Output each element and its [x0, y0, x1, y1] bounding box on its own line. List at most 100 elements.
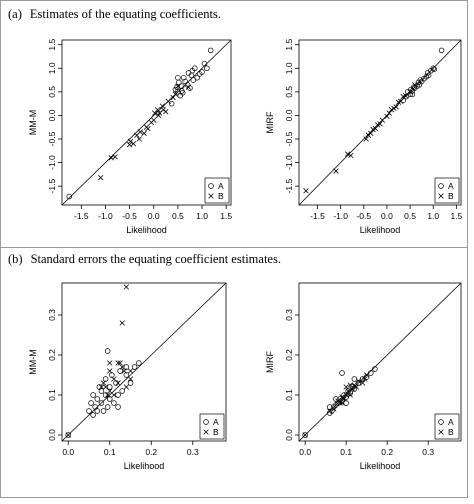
b-left-point-b	[104, 392, 111, 398]
a-left-y-tick-label: -1.0	[47, 155, 57, 170]
a-right-y-tick-label: 0.5	[284, 86, 294, 98]
a-left-point-a	[180, 74, 187, 81]
a-right-point-b	[303, 188, 309, 194]
b-left-point-b	[123, 384, 130, 390]
b-right-point-b	[345, 388, 351, 394]
caption-a-text: Estimates of the equating coefficients.	[29, 7, 221, 21]
b-right-point-a	[302, 432, 308, 438]
a-left-y-tick-label: 1.5	[47, 39, 57, 51]
b-right-point-b	[353, 384, 360, 390]
a-right-x-tick-label: -1.0	[333, 211, 348, 221]
a-right-y-axis-label: MIRF	[265, 111, 275, 133]
b-right-point-b	[302, 432, 308, 438]
a-right-point-b	[377, 121, 383, 127]
b-left-point-a	[65, 432, 71, 438]
a-right-point-a	[411, 84, 417, 90]
b-right-legend-label-b: B	[448, 427, 454, 437]
b-left-point-a	[104, 348, 111, 354]
a-left-x-tick-label: 0.5	[172, 211, 184, 221]
a-right-point-a	[438, 47, 445, 54]
a-left-x-tick-label: -0.5	[122, 211, 137, 221]
b-right-x-tick-label: 0.2	[381, 447, 393, 457]
b-right-legend-label-a: A	[448, 417, 454, 427]
b-left-y-tick-label: 0.0	[47, 429, 57, 441]
a-left-legend-label-b: B	[218, 191, 224, 201]
a-left-x-tick-label: -1.0	[98, 211, 113, 221]
b-left-y-tick-label: 0.2	[47, 349, 57, 361]
a-left-y-axis-label: MM-M	[28, 110, 38, 136]
a-left-point-b	[170, 94, 176, 101]
b-left-point-a	[106, 384, 113, 390]
a-left-x-tick-label: 1.5	[220, 211, 232, 221]
a-right-x-tick-label: 0.0	[381, 211, 393, 221]
a-right-point-b	[333, 168, 339, 174]
a-left-point-a	[66, 193, 72, 200]
b-right-point-a	[339, 370, 345, 376]
b-left-legend-box	[199, 413, 225, 440]
a-right-legend-marker-b	[438, 193, 444, 199]
b-right-point-b	[363, 372, 370, 378]
a-left-x-tick-label: 1.0	[196, 211, 208, 221]
b-left-legend-marker-b	[203, 429, 209, 435]
a-left-point-b	[151, 117, 157, 123]
b-left-x-tick-label: 0.2	[145, 447, 157, 457]
a-right-point-b	[379, 117, 385, 123]
b-right-point-b	[355, 378, 362, 384]
a-left-x-tick-label: -1.5	[74, 211, 89, 221]
b-left-point-b	[65, 432, 71, 438]
b-left-point-b	[111, 376, 117, 382]
a-left-point-b	[126, 141, 133, 148]
b-right-y-axis-label: MIRF	[265, 351, 275, 373]
b-left-point-b	[119, 320, 125, 326]
a-left-point-b	[141, 130, 147, 137]
b-left-point-b	[102, 384, 109, 390]
a-right-legend-label-a: A	[448, 181, 454, 191]
a-right-point-b	[402, 92, 409, 99]
a-left-plot-border	[61, 39, 232, 206]
b-left-point-b	[107, 388, 113, 394]
a-right-point-b	[386, 110, 392, 116]
caption-a: (a) Estimates of the equating coefficient…	[8, 7, 221, 22]
a-left-y-tick-label: 1.0	[47, 62, 57, 74]
b-right-legend-box	[434, 413, 460, 440]
b-left-point-a	[98, 400, 105, 406]
a-right-point-a	[430, 65, 436, 72]
a-left-y-tick-label: -1.5	[47, 179, 57, 194]
a-right-point-b	[368, 130, 374, 137]
a-right-point-b	[348, 152, 354, 159]
b-right-point-b	[337, 400, 343, 406]
b-right-point-b	[349, 386, 355, 392]
a-left-point-b	[136, 136, 142, 142]
b-left-point-b	[119, 364, 125, 370]
a-left-point-a	[194, 74, 200, 81]
a-left-point-b	[145, 125, 151, 132]
b-right-point-b	[361, 376, 368, 382]
b-left-y-tick-label: 0.1	[47, 389, 57, 401]
b-right-legend-marker-b	[438, 429, 444, 435]
a-left-point-a	[178, 88, 185, 94]
b-right-point-b	[341, 396, 347, 402]
a-left-point-a	[190, 77, 197, 83]
b-left-point-a	[98, 388, 105, 394]
b-right-legend-marker-a	[438, 419, 444, 425]
a-right-legend-box	[434, 177, 460, 204]
b-right-y-tick-label: 0.3	[284, 309, 294, 321]
b-right-reference-line	[298, 282, 462, 442]
a-right-x-tick-label: 1.5	[450, 211, 462, 221]
b-left-point-b	[127, 376, 134, 382]
a-left-point-b	[175, 83, 181, 89]
b-right-point-b	[327, 408, 333, 414]
a-right-point-a	[409, 91, 416, 97]
b-left-point-b	[115, 360, 121, 366]
a-left-reference-line	[61, 39, 232, 206]
a-left-point-a	[207, 47, 214, 54]
a-right-y-tick-label: 1.0	[284, 62, 294, 74]
a-left-point-a	[168, 100, 175, 107]
a-left-point-a	[201, 60, 208, 67]
a-right-y-tick-label: -1.0	[284, 155, 294, 170]
b-left-point-a	[115, 392, 121, 398]
a-right-legend-marker-a	[438, 183, 444, 189]
b-left-point-a	[86, 408, 92, 414]
b-left-point-a	[119, 388, 125, 394]
